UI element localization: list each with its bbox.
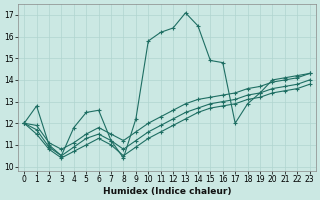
X-axis label: Humidex (Indice chaleur): Humidex (Indice chaleur) [103, 187, 231, 196]
